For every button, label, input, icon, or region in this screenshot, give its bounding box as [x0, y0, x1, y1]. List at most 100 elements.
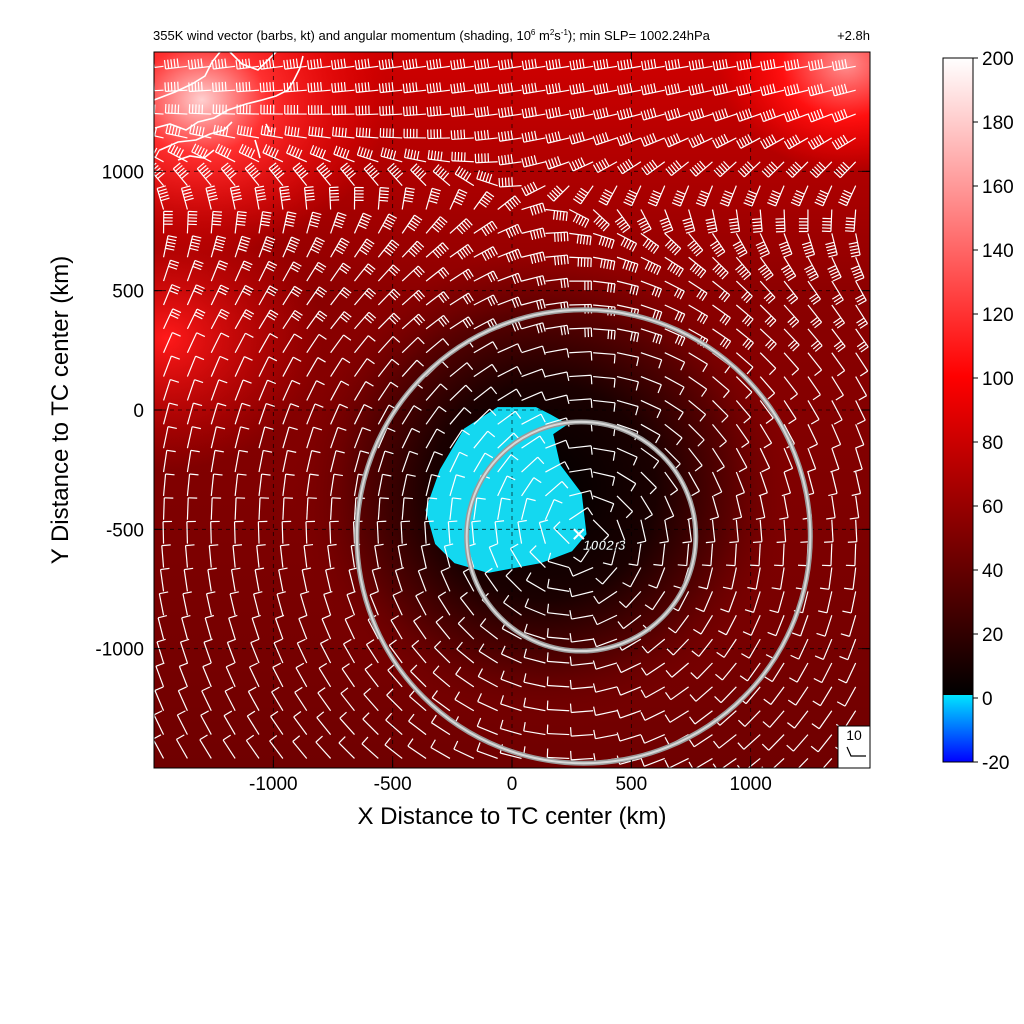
- wind-barb: [836, 686, 857, 707]
- wind-barb: [211, 58, 236, 70]
- wind-barb: [162, 473, 175, 496]
- wind-barb: [204, 614, 215, 640]
- wind-barb: [822, 758, 833, 768]
- wind-barb: [545, 106, 570, 119]
- y-tick-label: 500: [112, 282, 144, 303]
- wind-barb: [814, 185, 833, 207]
- wind-barb: [453, 740, 475, 759]
- wind-barb: [256, 544, 266, 568]
- wind-barb: [449, 451, 468, 473]
- wind-barb: [258, 236, 276, 258]
- wind-barb: [330, 497, 341, 520]
- wind-barb: [497, 106, 522, 119]
- wind-barb: [191, 143, 212, 163]
- wind-barb: [735, 423, 750, 449]
- wind-barb: [736, 83, 761, 96]
- wind-barb: [377, 213, 398, 234]
- wind-barb: [272, 662, 284, 688]
- wind-barb: [378, 82, 403, 94]
- wind-barb: [407, 738, 427, 759]
- wind-barb: [666, 638, 690, 656]
- wind-barb: [177, 686, 188, 711]
- wind-barb: [158, 591, 169, 616]
- wind-barb: [246, 710, 260, 735]
- wind-barb: [592, 519, 610, 543]
- wind-barb: [500, 645, 522, 664]
- wind-barb: [687, 233, 704, 257]
- wind-barb: [831, 376, 844, 401]
- wind-barb: [521, 82, 546, 95]
- wind-barb: [430, 714, 451, 736]
- wind-barb: [764, 662, 785, 683]
- wind-barb: [523, 697, 546, 712]
- wind-barb: [354, 311, 377, 330]
- wind-barb: [712, 58, 737, 71]
- wind-barb: [162, 497, 174, 520]
- wind-barb: [205, 591, 216, 616]
- wind-barb: [617, 614, 642, 630]
- wind-barb: [245, 734, 260, 759]
- wind-barb: [333, 145, 355, 163]
- wind-barb: [569, 633, 594, 643]
- wind-barb: [614, 209, 631, 234]
- wind-barb: [735, 256, 752, 281]
- wind-barb: [688, 256, 707, 279]
- wind-barb: [759, 108, 785, 123]
- wind-barb: [744, 591, 761, 613]
- wind-barb: [855, 304, 869, 329]
- wind-barb: [282, 379, 301, 401]
- wind-barb: [523, 648, 546, 664]
- wind-barb: [425, 187, 441, 210]
- wind-barb: [783, 280, 799, 305]
- wind-barb: [248, 662, 260, 688]
- wind-barb: [471, 520, 481, 544]
- wind-barb: [199, 734, 212, 759]
- wind-barb: [664, 256, 684, 277]
- wind-barb: [593, 447, 616, 461]
- wind-barb: [593, 280, 616, 293]
- wind-barb: [664, 399, 684, 421]
- wind-barb: [371, 567, 382, 592]
- wind-barb: [365, 639, 379, 664]
- wind-barb: [401, 289, 426, 306]
- wind-barb: [517, 519, 527, 544]
- wind-barb: [331, 126, 355, 139]
- wind-barb: [278, 567, 288, 592]
- wind-barb: [728, 209, 741, 234]
- wind-barb: [474, 106, 498, 118]
- wind-barb: [690, 662, 713, 680]
- coastline: [154, 52, 304, 161]
- wind-barb: [497, 195, 521, 212]
- wind-barb: [787, 686, 809, 706]
- wind-barb: [807, 328, 823, 352]
- wind-barb: [664, 107, 689, 121]
- wind-barb: [757, 256, 774, 281]
- wind-barb: [546, 652, 570, 664]
- wind-barb: [262, 144, 284, 163]
- wind-barb: [306, 357, 326, 377]
- wind-barb: [665, 686, 689, 701]
- chart-title: 355K wind vector (barbs, kt) and angular…: [153, 28, 711, 43]
- wind-barb: [183, 567, 194, 592]
- wind-barb: [593, 706, 618, 716]
- wind-barb: [759, 304, 777, 328]
- wind-barb: [546, 676, 570, 688]
- x-tick-label: -1000: [249, 774, 298, 795]
- wind-barb: [340, 162, 356, 187]
- wind-barbs: [154, 58, 869, 768]
- colorbar-negative: [943, 695, 973, 762]
- wind-barb: [716, 638, 737, 658]
- wind-barb: [309, 144, 331, 163]
- wind-barb: [154, 686, 165, 711]
- colorbar-tick-label: 0: [982, 689, 993, 710]
- wind-barb: [497, 365, 522, 378]
- wind-barb: [203, 638, 213, 664]
- wind-barb: [346, 590, 356, 616]
- wind-barb: [306, 261, 327, 282]
- wind-barb: [664, 352, 686, 371]
- wind-barb: [735, 447, 748, 473]
- wind-barb: [545, 58, 570, 71]
- wind-barb: [521, 391, 546, 402]
- wind-barb: [386, 688, 403, 712]
